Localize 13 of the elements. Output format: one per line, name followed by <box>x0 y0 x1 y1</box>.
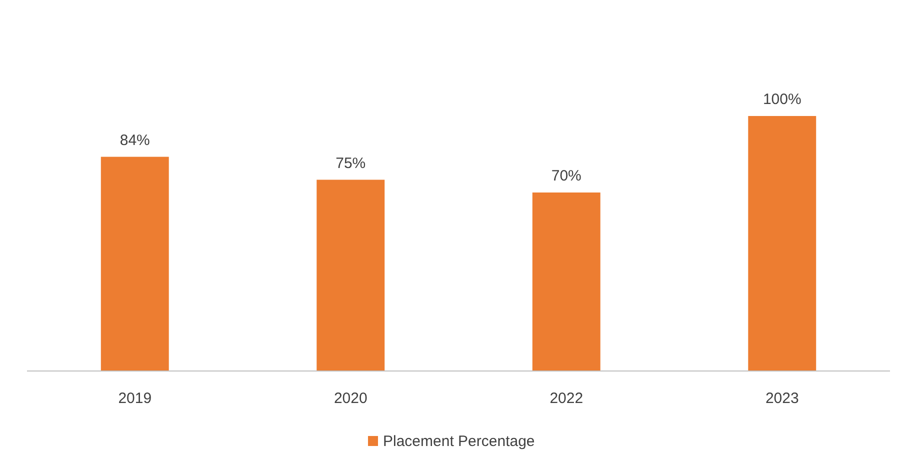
data-label: 100% <box>762 91 802 108</box>
bar <box>532 192 600 371</box>
bar <box>100 156 169 371</box>
x-tick-label: 2019 <box>118 390 152 407</box>
x-tick-label: 2020 <box>334 390 368 407</box>
bar <box>748 116 816 371</box>
data-label: 84% <box>120 132 150 149</box>
x-tick-label: 2023 <box>765 390 799 407</box>
data-label: 70% <box>551 168 582 184</box>
data-label: 75% <box>336 154 366 172</box>
bar <box>316 180 385 371</box>
x-tick-label: 2022 <box>550 390 584 407</box>
legend-label: Placement Percentage <box>383 433 535 450</box>
